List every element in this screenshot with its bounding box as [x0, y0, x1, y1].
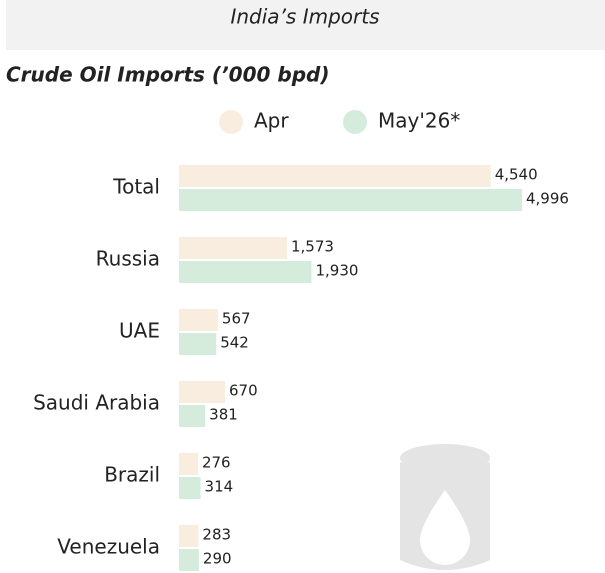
- value-label: 542: [220, 334, 249, 352]
- value-label: 567: [222, 310, 251, 328]
- header-title: India’s Imports: [230, 5, 379, 29]
- bar: [179, 549, 199, 571]
- chart-title: Crude Oil Imports (’000 bpd): [6, 63, 329, 87]
- value-label: 4,996: [526, 190, 569, 208]
- value-label: 381: [209, 406, 238, 424]
- legend-label: Apr: [254, 109, 289, 133]
- bar: [179, 381, 225, 403]
- value-label: 670: [229, 382, 258, 400]
- bar: [179, 309, 218, 331]
- category-label: Russia: [96, 247, 160, 271]
- category-label: Saudi Arabia: [33, 391, 160, 415]
- legend-swatch: [219, 110, 243, 134]
- bar: [179, 477, 201, 499]
- bar: [179, 333, 217, 355]
- value-label: 1,573: [291, 238, 334, 256]
- bar: [179, 189, 522, 211]
- value-label: 1,930: [316, 262, 359, 280]
- bar: [179, 525, 199, 547]
- value-label: 4,540: [495, 166, 538, 184]
- value-label: 283: [202, 526, 231, 544]
- value-label: 290: [203, 550, 232, 568]
- legend-label: May'26*: [378, 109, 460, 133]
- bar: [179, 261, 312, 283]
- value-label: 314: [205, 478, 234, 496]
- bar: [179, 453, 198, 475]
- legend-swatch: [343, 110, 367, 134]
- oil-icon: [400, 444, 490, 570]
- category-label: Venezuela: [57, 535, 160, 559]
- category-label: Brazil: [104, 463, 160, 487]
- value-label: 276: [202, 454, 231, 472]
- category-label: UAE: [119, 319, 160, 343]
- bar: [179, 405, 206, 427]
- category-label: Total: [112, 175, 160, 199]
- header-band: [6, 0, 605, 50]
- bar: [179, 237, 287, 259]
- bar: [179, 165, 491, 187]
